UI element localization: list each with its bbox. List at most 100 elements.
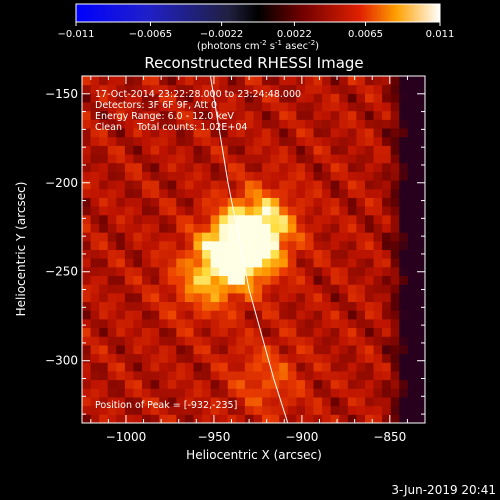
heatmap-cell bbox=[124, 370, 134, 381]
heatmap-cell bbox=[262, 119, 272, 129]
heatmap-cell bbox=[82, 336, 92, 346]
heatmap-cell bbox=[330, 301, 340, 311]
heatmap-cell bbox=[167, 154, 177, 164]
heatmap-cell bbox=[184, 379, 194, 389]
heatmap-cell bbox=[142, 362, 152, 372]
heatmap-cell bbox=[210, 301, 220, 311]
heatmap-cell bbox=[244, 171, 254, 181]
heatmap-cell bbox=[184, 171, 194, 181]
heatmap-cell bbox=[279, 249, 289, 259]
plot-frame bbox=[81, 75, 426, 424]
heatmap-cell bbox=[99, 162, 109, 172]
colorbar-ticks: −0.011 −0.0065 −0.0022 0.0022 0.0065 0.011 bbox=[57, 22, 454, 40]
heatmap-cell bbox=[219, 128, 229, 138]
heatmap-cell bbox=[167, 266, 177, 277]
heatmap-cell bbox=[322, 301, 332, 311]
heatmap-cell bbox=[279, 154, 289, 164]
heatmap-cell bbox=[107, 292, 117, 303]
heatmap-cell bbox=[390, 206, 400, 216]
heatmap-cell bbox=[304, 223, 315, 233]
heatmap-cell bbox=[339, 154, 349, 164]
heatmap-cell bbox=[373, 240, 383, 250]
heatmap-cell bbox=[296, 119, 306, 129]
heatmap-cell bbox=[313, 318, 323, 329]
heatmap-cell bbox=[279, 362, 289, 372]
heatmap-cell bbox=[279, 223, 289, 233]
heatmap-cell bbox=[159, 188, 169, 198]
heatmap-cell bbox=[159, 414, 169, 423]
heatmap-cell bbox=[364, 206, 375, 216]
heatmap-cell bbox=[124, 292, 134, 303]
heatmap-cell bbox=[82, 318, 92, 329]
heatmap-cell bbox=[330, 327, 340, 337]
heatmap-cell bbox=[279, 327, 289, 337]
heatmap-cell bbox=[304, 327, 315, 337]
heatmap-cell bbox=[193, 388, 203, 398]
heatmap-cell bbox=[90, 258, 100, 268]
heatmap-cell bbox=[142, 405, 152, 415]
heatmap-cell bbox=[244, 180, 254, 190]
heatmap-cell bbox=[210, 154, 220, 164]
heatmap-cell bbox=[407, 206, 417, 216]
heatmap-cell bbox=[219, 318, 229, 329]
heatmap-cell bbox=[159, 327, 169, 337]
heatmap-cell bbox=[416, 370, 425, 381]
heatmap-cell bbox=[176, 344, 186, 355]
heatmap-cell bbox=[339, 162, 349, 172]
heatmap-cell bbox=[339, 266, 349, 277]
heatmap-cell bbox=[356, 388, 366, 398]
heatmap-cell bbox=[244, 275, 254, 285]
heatmap-cell bbox=[347, 353, 357, 363]
heatmap-cell bbox=[150, 258, 160, 268]
heatmap-cell bbox=[279, 336, 289, 346]
heatmap-cell bbox=[202, 171, 212, 181]
heatmap-cell bbox=[356, 292, 366, 303]
heatmap-cell bbox=[219, 405, 229, 415]
heatmap-cell bbox=[107, 318, 117, 329]
heatmap-cell bbox=[236, 214, 246, 224]
heatmap-cell bbox=[82, 206, 92, 216]
heatmap-cell bbox=[296, 301, 306, 311]
heatmap-cell bbox=[176, 284, 186, 294]
heatmap-cell bbox=[184, 180, 194, 190]
heatmap-cell bbox=[176, 379, 186, 389]
heatmap-cell bbox=[407, 93, 417, 103]
heatmap-cell bbox=[150, 214, 160, 224]
heatmap-cell bbox=[407, 379, 417, 389]
heatmap-cell bbox=[313, 84, 323, 94]
heatmap-cell bbox=[356, 206, 366, 216]
heatmap-cell bbox=[193, 232, 203, 242]
heatmap-cell bbox=[184, 292, 194, 303]
heatmap-cell bbox=[236, 370, 246, 381]
heatmap-cell bbox=[99, 223, 109, 233]
heatmap-cell bbox=[116, 171, 126, 181]
heatmap-cell bbox=[322, 145, 332, 155]
heatmap-cell bbox=[133, 154, 143, 164]
solar-limb-line bbox=[209, 76, 289, 423]
heatmap-cell bbox=[373, 362, 383, 372]
heatmap-cell bbox=[373, 136, 383, 146]
heatmap-cell bbox=[279, 232, 289, 242]
heatmap-cell bbox=[244, 240, 254, 250]
heatmap-cell bbox=[210, 353, 220, 363]
heatmap-cell bbox=[356, 266, 366, 277]
heatmap-cell bbox=[210, 240, 220, 250]
heatmap-cell bbox=[416, 284, 425, 294]
heatmap-cell bbox=[322, 223, 332, 233]
heatmap-cell bbox=[322, 266, 332, 277]
heatmap-cell bbox=[330, 275, 340, 285]
heatmap-cell bbox=[219, 388, 229, 398]
colorbar-tick-label: −0.0022 bbox=[200, 29, 243, 40]
heatmap-cell bbox=[202, 214, 212, 224]
heatmap-cell bbox=[142, 136, 152, 146]
heatmap-cell bbox=[193, 154, 203, 164]
heatmap-cell bbox=[124, 396, 134, 407]
heatmap-cell bbox=[270, 396, 280, 407]
heatmap-cell bbox=[304, 344, 315, 355]
heatmap-cell bbox=[116, 310, 126, 320]
heatmap-cell bbox=[150, 292, 160, 303]
heatmap-cell bbox=[287, 145, 297, 155]
heatmap-cell bbox=[390, 310, 400, 320]
heatmap-cell bbox=[304, 76, 315, 86]
heatmap-cell bbox=[133, 388, 143, 398]
